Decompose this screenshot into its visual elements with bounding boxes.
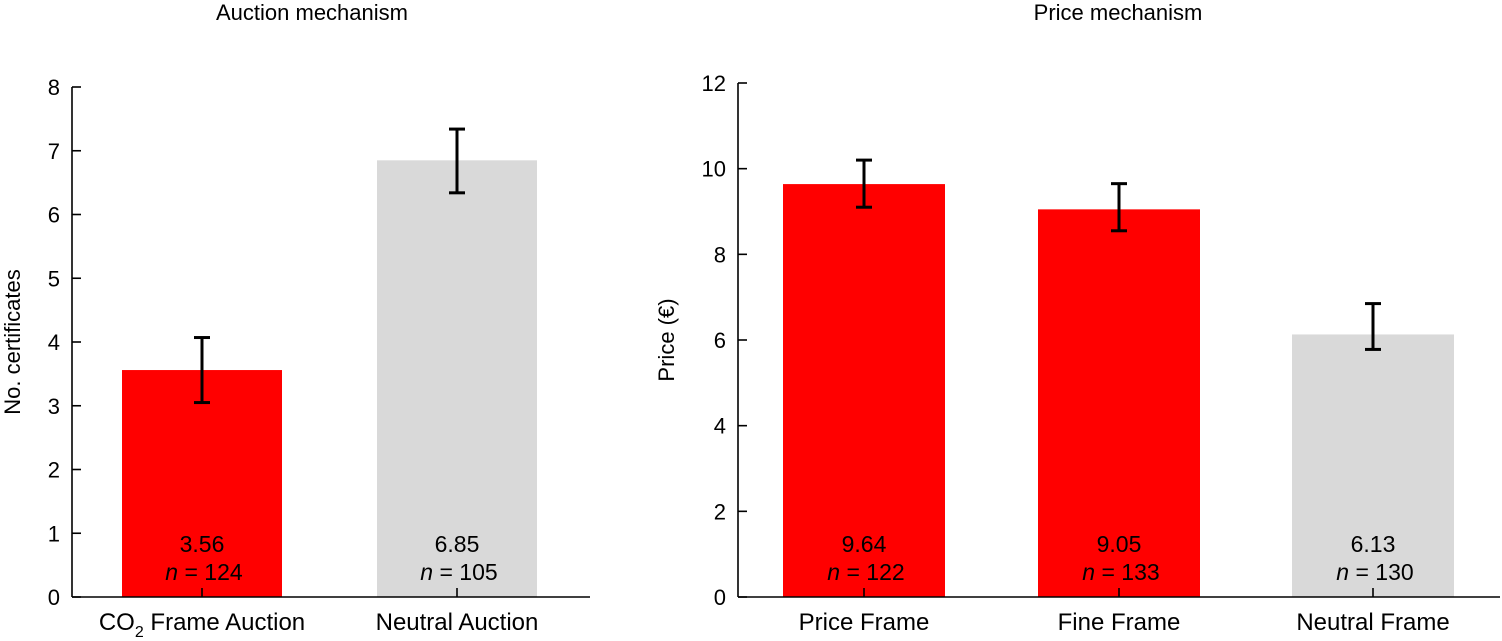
sample-size-value: = 122: [840, 559, 905, 585]
y-tick-label: 2: [48, 458, 60, 483]
x-tick-label: Neutral Frame: [1296, 609, 1449, 636]
sample-size-prefix: n: [420, 559, 433, 585]
x-tick-label-main: Fine Frame: [1058, 609, 1181, 636]
x-tick-label: Price Frame: [799, 609, 930, 636]
sample-size-value: = 133: [1095, 559, 1160, 585]
error-bar: [194, 336, 210, 405]
x-tick-label-subscript: 2: [135, 624, 144, 641]
y-tick-label: 6: [714, 328, 726, 353]
x-tick-label: CO2 Frame Auction: [99, 609, 305, 641]
x-tick-label: Neutral Auction: [376, 609, 539, 636]
y-tick-label: 3: [48, 394, 60, 419]
bar-value-label: 6.13: [1351, 531, 1396, 557]
sample-size-label: n = 105: [420, 559, 497, 585]
sample-size-label: n = 130: [1336, 559, 1413, 585]
y-tick-label: 5: [48, 266, 60, 291]
x-tick-label-main: Price Frame: [799, 609, 930, 636]
x-tick-label-main: Neutral Auction: [376, 609, 539, 636]
y-tick-label: 6: [48, 203, 60, 228]
y-tick-label: 7: [48, 139, 60, 164]
y-tick-label: 10: [702, 157, 726, 182]
bar: [1292, 334, 1454, 597]
sample-size-prefix: n: [165, 559, 178, 585]
sample-size-label: n = 122: [827, 559, 904, 585]
error-bar: [856, 158, 872, 209]
y-tick-label: 12: [702, 71, 726, 96]
sample-size-label: n = 124: [165, 559, 243, 585]
bar: [1038, 209, 1200, 597]
bar: [783, 184, 945, 597]
sample-size-prefix: n: [1082, 559, 1095, 585]
bar-value-label: 9.05: [1097, 531, 1142, 557]
chart-title: Auction mechanism: [216, 0, 408, 25]
y-tick-label: 0: [48, 585, 60, 610]
x-tick-label-rest: Frame Auction: [144, 609, 305, 636]
bar-value-label: 3.56: [180, 531, 225, 557]
y-tick-label: 8: [48, 75, 60, 100]
sample-size-value: = 124: [178, 559, 243, 585]
y-axis-label: Price (€): [654, 298, 679, 381]
bar-value-label: 9.64: [842, 531, 887, 557]
y-tick-label: 4: [48, 330, 60, 355]
bar: [377, 160, 537, 597]
sample-size-prefix: n: [827, 559, 840, 585]
y-tick-label: 1: [48, 521, 60, 546]
bar-value-label: 6.85: [435, 531, 480, 557]
y-tick-label: 2: [714, 499, 726, 524]
sample-size-prefix: n: [1336, 559, 1349, 585]
y-tick-label: 4: [714, 414, 726, 439]
y-axis-label: No. certificates: [0, 269, 25, 415]
sample-size-value: = 130: [1349, 559, 1414, 585]
error-bar: [1111, 182, 1127, 233]
bar: [122, 370, 282, 597]
error-bar: [449, 127, 465, 195]
x-tick-label: Fine Frame: [1058, 609, 1181, 636]
error-bar: [1365, 302, 1381, 351]
sample-size-label: n = 133: [1082, 559, 1159, 585]
sample-size-value: = 105: [433, 559, 498, 585]
chart-title: Price mechanism: [1034, 0, 1203, 25]
x-tick-label-main: Neutral Frame: [1296, 609, 1449, 636]
y-tick-label: 0: [714, 585, 726, 610]
y-tick-label: 8: [714, 242, 726, 267]
x-tick-label-main: CO: [99, 609, 135, 636]
